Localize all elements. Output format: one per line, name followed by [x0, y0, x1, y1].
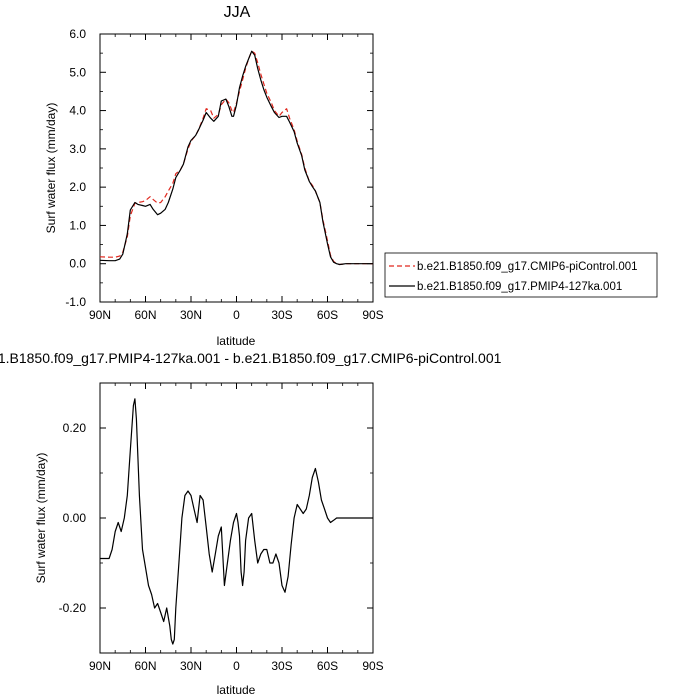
bottom-x-tick-label: 30N	[180, 659, 202, 673]
top-y-tick-label: 3.0	[69, 142, 86, 156]
bottom-x-tick-label: 60S	[317, 659, 338, 673]
top-axis-ticks: 90N 60N 30N 0 30S 60S 90S -1.0 0.0 1.0 2.0 3.0 4.0 5.…	[65, 27, 383, 322]
top-y-tick-label: 5.0	[69, 65, 86, 79]
top-plot-frame	[99, 33, 374, 303]
bottom-y-axis-label: Surf water flux (mm/day)	[34, 453, 48, 584]
top-y-axis-label: Surf water flux (mm/day)	[44, 103, 58, 234]
top-x-tick-label: 90N	[89, 308, 111, 322]
top-series-line-0	[99, 50, 373, 266]
top-x-tick-label: 30N	[180, 308, 202, 322]
bottom-x-tick-label: 0	[233, 659, 240, 673]
bottom-y-tick-label: 0.20	[63, 421, 87, 435]
top-x-tick-label: 0	[233, 308, 240, 322]
legend: b.e21.B1850.f09_g17.CMIP6-piControl.001 …	[384, 252, 658, 298]
legend-box	[384, 252, 658, 298]
top-x-tick-label: 30S	[271, 308, 292, 322]
top-chart-panel: JJA 90N 60N 30N 0 30S 60S 90S -1.0 0.0 1.0 2.0 3.0 4…	[44, 4, 384, 348]
top-y-tick-label: 4.0	[69, 104, 86, 118]
bottom-series-line-0	[100, 398, 373, 645]
bottom-x-tick-label: 90S	[362, 659, 383, 673]
top-x-tick-label: 60N	[134, 308, 156, 322]
bottom-y-tick-label: -0.20	[59, 601, 87, 615]
top-chart-title: JJA	[224, 4, 251, 21]
legend-label-piControl: b.e21.B1850.f09_g17.CMIP6-piControl.001	[417, 261, 638, 273]
bottom-y-tick-label: 0.00	[63, 511, 87, 525]
top-y-tick-label: 2.0	[69, 180, 86, 194]
bottom-chart-title: b.e21.B1850.f09_g17.PMIP4-127ka.001 - b.…	[0, 350, 502, 366]
bottom-x-tick-label: 90N	[89, 659, 111, 673]
bottom-x-axis-label: latitude	[217, 683, 256, 697]
top-x-axis-label: latitude	[217, 334, 256, 348]
bottom-series-group	[100, 398, 373, 645]
top-y-tick-label: 1.0	[69, 218, 86, 232]
top-x-tick-label: 60S	[317, 308, 338, 322]
top-series-group	[99, 50, 373, 266]
top-series-line-1	[99, 50, 373, 266]
top-y-tick-label: -1.0	[65, 295, 86, 309]
top-y-tick-label: 6.0	[69, 27, 86, 41]
bottom-chart-panel: b.e21.B1850.f09_g17.PMIP4-127ka.001 - b.…	[0, 350, 502, 697]
bottom-axis-ticks: 90N 60N 30N 0 30S 60S 90S -0.20 0.00 0.20	[59, 383, 384, 673]
legend-label-127ka: b.e21.B1850.f09_g17.PMIP4-127ka.001	[417, 281, 622, 293]
bottom-x-tick-label: 30S	[271, 659, 292, 673]
top-y-tick-label: 0.0	[69, 257, 86, 271]
bottom-x-tick-label: 60N	[134, 659, 156, 673]
top-x-tick-label: 90S	[362, 308, 383, 322]
